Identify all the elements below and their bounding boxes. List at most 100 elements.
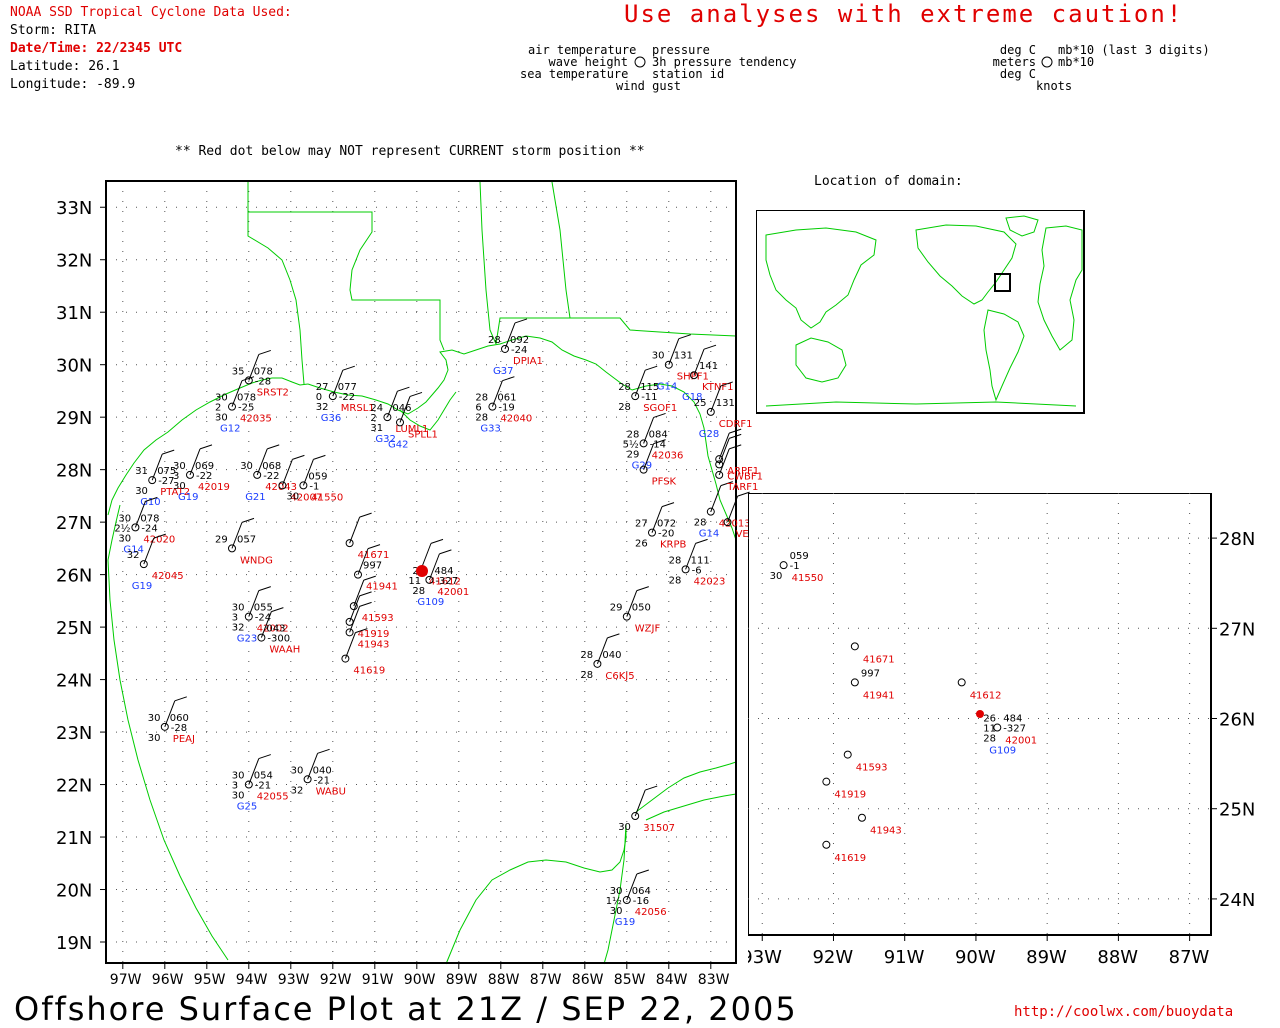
legend-pressure-tendency: 3h pressure tendency (652, 55, 797, 69)
sea-temp: 28 (412, 586, 425, 597)
station-41593: 41593 (349, 575, 394, 624)
wind-barb-icon (231, 522, 243, 549)
sea-temp: 29 (627, 449, 640, 460)
longitude: Longitude: -89.9 (10, 77, 136, 92)
wind-barb-icon (399, 396, 411, 423)
air-temp: 30 (610, 886, 623, 897)
wind-barb-flag-icon (645, 785, 658, 791)
wind-barb-flag-icon (258, 349, 271, 355)
pressure: 040 (313, 765, 332, 776)
pressure: 078 (140, 513, 159, 524)
wind-barb-icon (302, 459, 314, 486)
lon-label-91w: 91W (362, 972, 394, 988)
wave-height: 2½ (114, 522, 130, 534)
air-temp: 30 (240, 461, 253, 472)
zoom-station-41619: 41619 (822, 840, 866, 864)
air-temp: 30 (118, 513, 131, 524)
station-pfsk: PFSK (639, 439, 677, 488)
station-circle-icon (706, 507, 715, 516)
station-tarf1: TARF1 (715, 444, 758, 493)
station-wndg: 29 057 WNDG (215, 517, 273, 566)
sea-temp: 30 (135, 486, 148, 497)
pressure: 131 (674, 351, 693, 362)
station-circle-icon (715, 470, 724, 479)
wind-gust: G42 (388, 439, 408, 450)
station-id: KRPB (660, 540, 687, 551)
pressure-tendency: -22 (263, 471, 279, 482)
wind-gust: G14 (699, 529, 719, 540)
pressure: 050 (632, 603, 651, 614)
pressure: 043 (266, 624, 285, 635)
pressure-tendency: -1 (309, 481, 319, 492)
sea-temp: 30 (610, 906, 623, 917)
station-circle-icon (631, 392, 640, 401)
wind-gust: G14 (123, 544, 143, 555)
zoom-station-circle-icon (850, 642, 859, 651)
wind-barb-flag-icon (313, 454, 326, 460)
footer-url[interactable]: http://coolwx.com/buoydata (1014, 1004, 1234, 1020)
legend-wave-height: wave height (548, 55, 628, 69)
wind-barb-flag-icon (645, 365, 658, 371)
station-circle-icon (299, 481, 308, 490)
station-id: 42045 (152, 571, 184, 582)
wind-barb-icon (718, 432, 730, 460)
zoom-lon-label-87w: 87W (1169, 947, 1210, 968)
air-temp: 28 (475, 393, 488, 404)
sea-temp: 31 (370, 423, 383, 434)
wind-barb-icon (349, 516, 361, 544)
station-id: 31507 (643, 823, 675, 834)
wind-barb-icon (718, 438, 730, 465)
lon-label-87w: 87W (530, 972, 562, 988)
air-temp: 27 (635, 519, 648, 530)
station-circle-icon (341, 654, 350, 663)
locator-australia (795, 337, 847, 383)
wind-barb-icon (634, 370, 646, 397)
pressure: 057 (237, 534, 256, 545)
station-circle-icon (139, 560, 148, 569)
wind-barb-icon (332, 370, 344, 397)
station-circle-icon (244, 780, 253, 789)
wind-barb-flag-icon (397, 386, 410, 392)
pressure-tendency: -300 (267, 634, 290, 645)
wind-barb-flag-icon (439, 549, 452, 555)
station-circle-icon (131, 523, 140, 532)
station-id: 41619 (353, 666, 385, 677)
pressure: 997 (363, 561, 382, 572)
pressure-tendency: -24 (511, 345, 527, 356)
station-id: 42035 (240, 414, 272, 425)
station-31507: 30 31507 (618, 785, 675, 834)
station-circle-icon (253, 470, 262, 479)
wind-barb-flag-icon (241, 376, 255, 382)
lon-label-94w: 94W (236, 972, 268, 988)
station-circle-icon (383, 413, 392, 422)
lon-label-90w: 90W (404, 972, 436, 988)
station-41919: 41919 (345, 591, 389, 640)
wind-barb-flag-icon (267, 444, 280, 450)
legend-station-circle-icon (634, 56, 646, 68)
pressure: 078 (254, 366, 273, 377)
lon-label-93w: 93W (278, 972, 310, 988)
wind-gust: G33 (480, 424, 500, 435)
station-circle-icon (244, 376, 253, 385)
station-id: KTNF1 (702, 382, 733, 393)
station-circle-icon (593, 659, 602, 668)
zoom-wind-gust: G109 (989, 746, 1016, 757)
pressure-tendency: -14 (650, 439, 666, 450)
zoom-lon-label-89w: 89W (1026, 947, 1067, 968)
station-arpf1: ARPF1 (715, 428, 759, 477)
station-42007: 42007 (278, 454, 322, 503)
wave-height: 6 (475, 403, 481, 414)
zoom-pressure-tendency: -327 (1003, 724, 1026, 735)
coast-cuba-south (645, 793, 737, 821)
wind-barb-icon (626, 873, 638, 901)
lon-label-83w: 83W (698, 972, 730, 988)
air-temp: 28 (669, 555, 682, 566)
pressure: 061 (497, 393, 516, 404)
wind-barb-icon (151, 453, 163, 481)
lat-label-33n: 33N (56, 198, 92, 219)
station-circle-icon (257, 633, 266, 642)
